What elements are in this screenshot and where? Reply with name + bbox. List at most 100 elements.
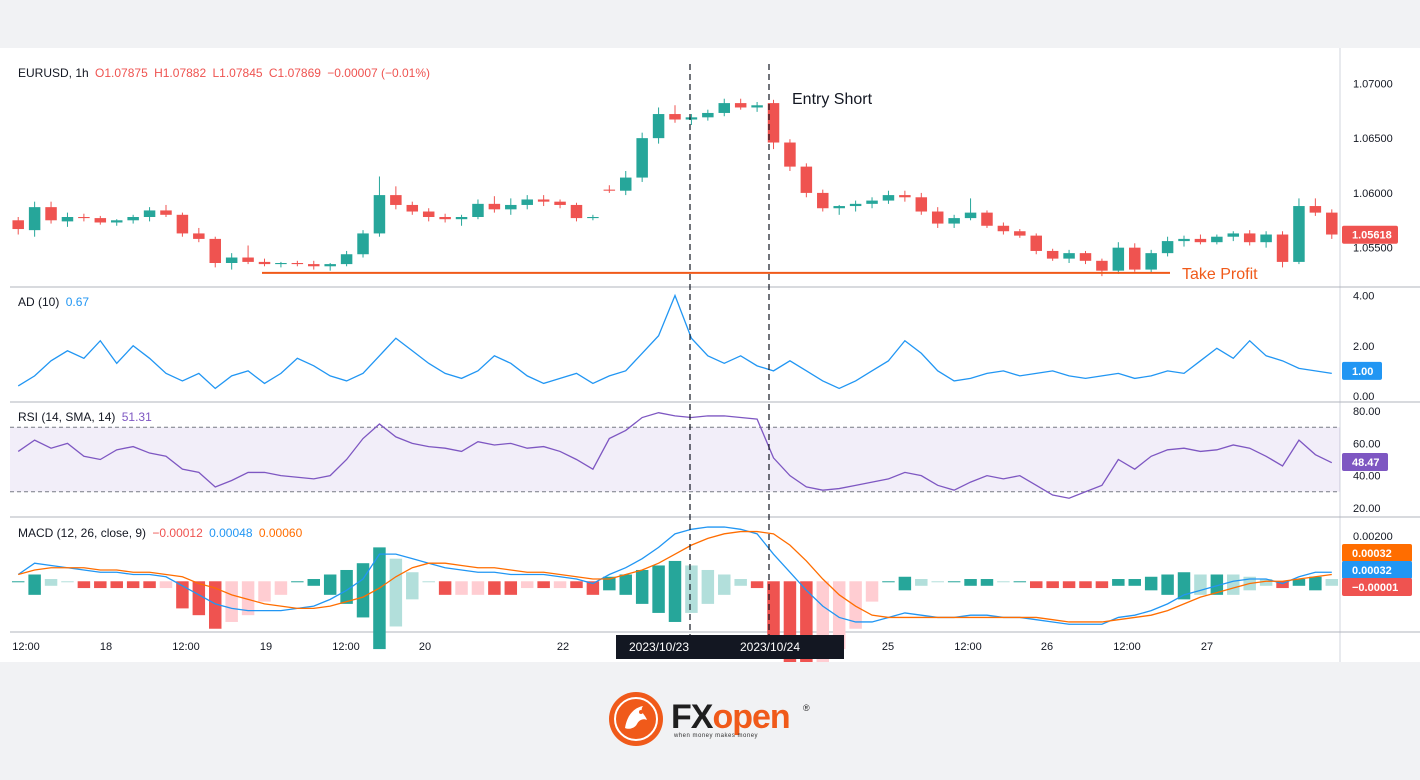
macd-histogram-bar [356,563,370,618]
macd-histogram-bar [980,579,994,586]
macd-histogram-bar [931,581,944,583]
candle-body [12,220,24,230]
macd-histogram-bar [882,581,895,583]
macd-histogram-bar [258,581,271,602]
ad-series [17,293,1332,390]
candle-body [702,112,714,118]
macd-histogram-bar [1227,574,1240,595]
macd-histogram-bar [997,581,1010,583]
macd-histogram-bar [77,581,91,589]
candle-body [488,203,501,210]
time-tick-label: 18 [100,641,112,653]
ad-label: AD (10) [18,295,60,309]
candle-body [505,204,517,210]
ad-last-tag [1342,361,1382,380]
annotations: Take Profit Entry Short [262,64,1258,638]
macd-histogram-bar [1095,581,1109,589]
macd-histogram-bar [143,581,156,589]
candle-body [718,103,731,113]
candle-body [849,203,862,207]
candle-body [94,218,107,223]
macd-histogram-bar [570,581,583,589]
macd-legend: MACD (12, 26, close, 9) −0.00012 0.00048… [18,526,305,540]
time-tick-label: 27 [1201,641,1213,653]
candle-body [1309,206,1322,213]
candle-body [603,189,616,191]
rsi-tick-label: 20.00 [1353,503,1381,515]
time-highlight-label: 2023/10/23 [629,640,689,654]
candle-body [1243,233,1256,243]
macd-histogram-bar [701,569,715,604]
macd-histogram-bar [44,579,58,586]
brand-open: open [712,698,790,736]
time-tick-label: 12:00 [12,641,40,653]
macd-histogram-bar [1128,579,1141,586]
rsi-tick-label: 40.00 [1353,471,1381,483]
candle-body [751,105,763,108]
candle-body [143,210,156,217]
candle-body [422,211,435,217]
macd-histogram-bar [504,581,518,595]
rsi-tick-label: 60.00 [1353,438,1381,450]
macd-tick-label: 0.00200 [1353,531,1393,543]
macd-histogram-bar [11,581,25,583]
macd-histogram-bar [1062,581,1076,589]
macd-histogram-bar [209,581,222,629]
macd-histogram-bar [94,581,107,589]
candle-body [570,204,583,219]
time-tick-label: 12:00 [954,641,982,653]
macd-last-tag [1342,544,1412,562]
candle-body [242,257,254,262]
macd-histogram-bar [1309,576,1322,591]
macd-line-value: 0.00048 [209,526,253,540]
rsi-series [17,412,1333,499]
macd-histogram-bar [586,581,600,595]
time-highlight-label: 2023/10/24 [740,640,800,654]
ad-tick-label: 4.00 [1353,291,1374,303]
candle-body [455,217,468,220]
change-value: −0.00007 (−0.01%) [327,66,431,80]
time-tick-label: 25 [882,641,894,653]
macd-histogram-bar [964,579,977,586]
macd-histogram-bar [898,576,912,591]
macd-histogram-bar [832,581,846,650]
macd-histogram-bar [1276,581,1289,589]
macd-last-label: 0.00032 [1352,565,1392,577]
macd-histogram-bar [406,572,419,600]
candle-body [1276,234,1289,262]
rsi-value: 51.31 [121,410,152,424]
candle-body [275,263,287,265]
entry-short-label: Entry Short [792,91,873,108]
ad-tick-label: 0.00 [1353,391,1374,403]
time-tick-label: 26 [1041,641,1053,653]
macd-histogram-bar [685,565,698,613]
macd-histogram-bar [668,560,682,622]
macd-histogram-bar [110,581,123,589]
candle-body [406,204,419,212]
symbol-legend: EURUSD, 1h O1.07875 H1.07882 L1.07845 C1… [18,66,433,80]
candle-body [1145,253,1157,270]
candle-body [1211,236,1223,243]
macd-histogram-bar [323,574,337,595]
candle-body [1046,250,1059,259]
candle-body [964,212,977,219]
chart-panel [0,48,1420,662]
macd-histogram-bar [750,581,764,589]
candle-body [28,207,41,231]
ad-legend: AD (10) 0.67 [18,295,92,309]
dragon-icon [609,692,663,746]
candle-body [1161,241,1174,254]
candle-body [669,114,681,120]
macd-histogram-bar [520,581,534,589]
candle-body [734,103,747,108]
macd-histogram-bar [340,569,353,604]
footer [0,662,1420,780]
macd-histogram-bar [192,581,206,616]
brand-fx: FX [671,698,713,736]
symbol-title: EURUSD, 1h [18,66,89,80]
macd-histogram-bar [1112,579,1125,586]
rsi-last-label: 48.47 [1352,457,1380,469]
rsi-tick-label: 80.00 [1353,406,1381,418]
candle-body [554,201,566,205]
